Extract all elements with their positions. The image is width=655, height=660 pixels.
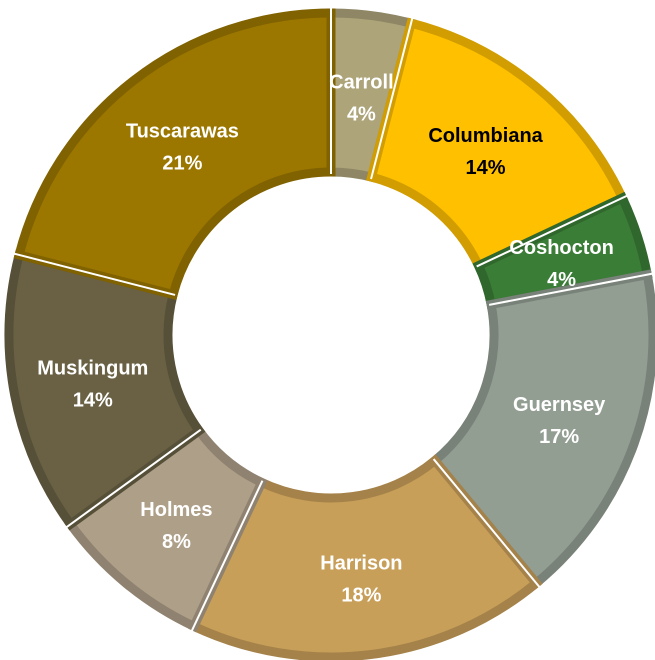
label-percent-muskingum: 14%	[73, 389, 113, 411]
separator-columbiana	[370, 17, 414, 180]
label-percent-harrison: 18%	[341, 585, 381, 607]
slice-muskingum	[4, 249, 206, 531]
slice-guernsey	[428, 269, 655, 590]
separator-tuscarawas	[13, 252, 176, 296]
label-category-holmes: Holmes	[140, 499, 212, 521]
label-percent-holmes: 8%	[162, 531, 191, 553]
slice-tuscarawas	[13, 8, 336, 300]
label-percent-tuscarawas: 21%	[162, 152, 202, 174]
label-category-carroll: Carroll	[329, 71, 393, 93]
label-category-muskingum: Muskingum	[37, 357, 148, 379]
separator-muskingum	[65, 428, 202, 529]
separator-holmes	[190, 480, 264, 633]
label-category-tuscarawas: Tuscarawas	[126, 120, 239, 142]
label-percent-guernsey: 17%	[539, 426, 579, 448]
label-percent-carroll: 4%	[347, 103, 376, 125]
separator-guernsey	[488, 272, 654, 306]
slice-columbiana	[366, 17, 629, 272]
separator-coshocton	[476, 194, 629, 268]
labels-group: Carroll 4% Columbiana 14% Coshocton 4% Guernse…	[13, 7, 654, 633]
label-percent-columbiana: 14%	[466, 157, 506, 179]
label-category-coshocton: Coshocton	[509, 237, 613, 259]
label-category-columbiana: Columbiana	[428, 125, 543, 147]
slice-harrison	[187, 454, 543, 660]
label-category-harrison: Harrison	[320, 553, 402, 575]
label-percent-coshocton: 4%	[547, 269, 576, 291]
label-category-guernsey: Guernsey	[513, 394, 606, 416]
separator-harrison	[432, 458, 541, 589]
